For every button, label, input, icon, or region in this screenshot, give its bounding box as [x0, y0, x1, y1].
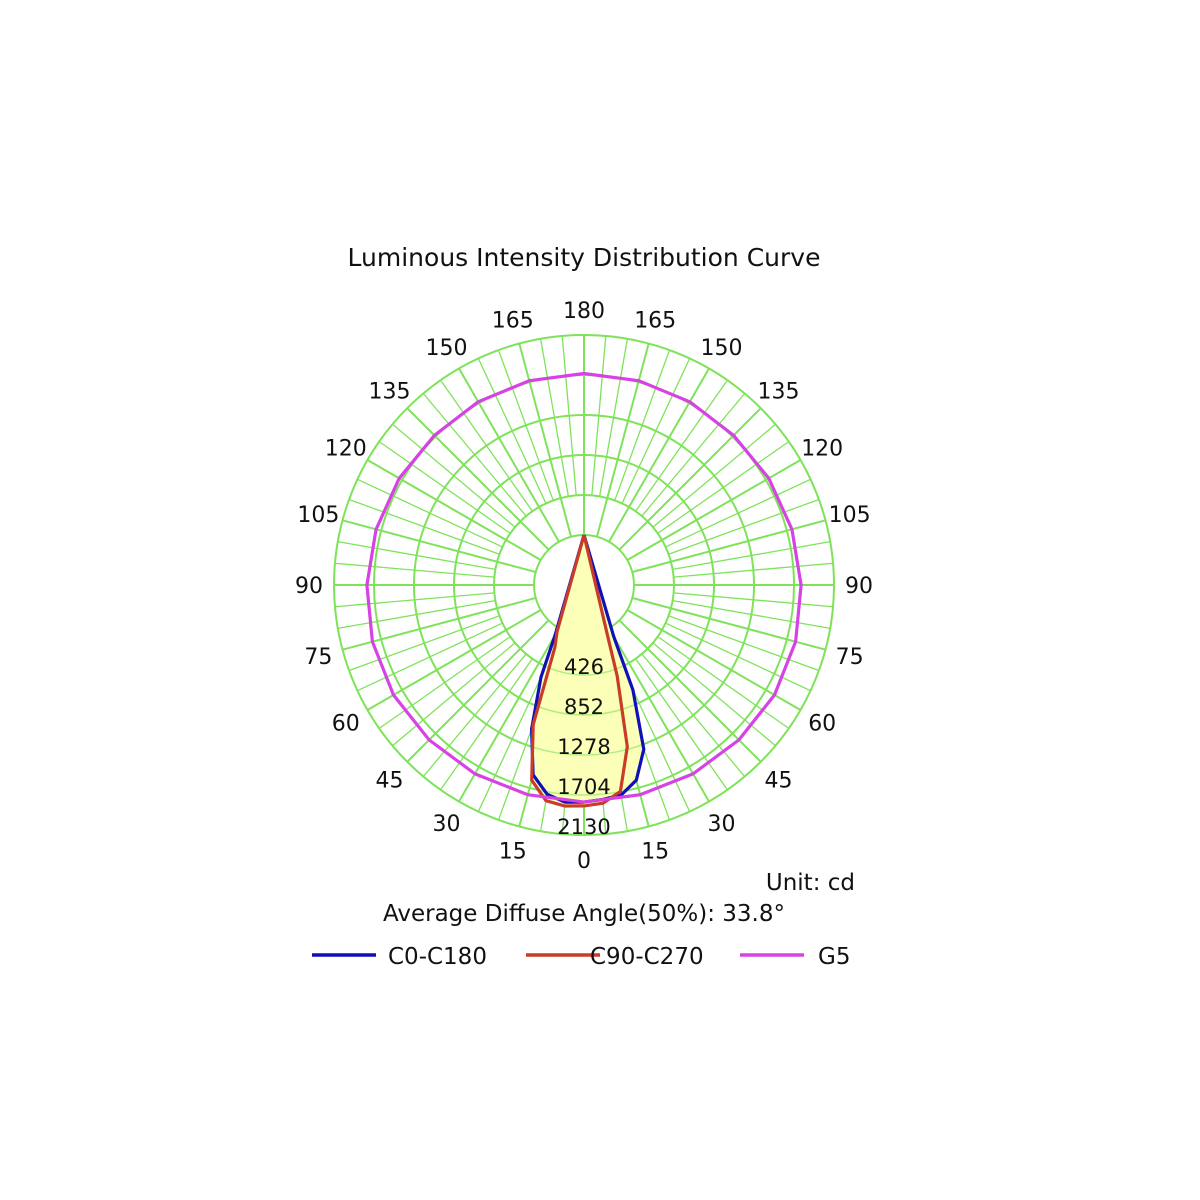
angle-label: 165 [492, 308, 534, 333]
angle-label: 60 [332, 712, 360, 737]
legend-label: C90-C270 [590, 944, 704, 970]
angle-label: 0 [577, 849, 591, 874]
radial-tick-labels: 426 852 1278 1704 2130 [557, 655, 610, 839]
grid-ring [413, 414, 755, 756]
series-line-c90-c270 [530, 534, 629, 808]
average-diffuse-angle-label: Average Diffuse Angle(50%): 33.8° [383, 901, 785, 927]
angle-label: 120 [325, 437, 367, 462]
grid-ring [453, 454, 715, 716]
grid-ring [493, 494, 675, 676]
angle-label: 105 [297, 503, 339, 528]
grid-spoke-major [626, 609, 802, 711]
unit-label: Unit: cd [766, 870, 855, 896]
grid-spoke-major [618, 407, 762, 551]
chart-title: Luminous Intensity Distribution Curve [348, 243, 821, 272]
angle-label: 135 [758, 380, 800, 405]
angle-label: 105 [829, 503, 871, 528]
legend-label: G5 [818, 944, 850, 970]
angle-label: 120 [801, 437, 843, 462]
radial-tick-label: 1704 [557, 775, 610, 799]
angle-label: 30 [708, 812, 736, 837]
radial-tick-label: 1278 [557, 735, 610, 759]
beam-fill [531, 535, 628, 806]
angle-label: 15 [499, 840, 527, 865]
grid-spoke-major [632, 596, 826, 651]
angle-label: 30 [433, 812, 461, 837]
angle-label: 150 [426, 336, 468, 361]
angle-label: 135 [369, 380, 411, 405]
grid-spoke-major [626, 459, 802, 561]
radial-tick-label: 852 [564, 695, 604, 719]
legend: C0-C180 C90-C270 G5 [312, 944, 850, 970]
grid-spoke-major [366, 609, 542, 711]
angle-label: 150 [701, 336, 743, 361]
angle-label: 75 [304, 645, 332, 670]
grid-spoke-major [366, 459, 542, 561]
legend-label: C0-C180 [388, 944, 487, 970]
radial-tick-label: 426 [564, 655, 604, 679]
series-curves [333, 334, 835, 836]
angle-label: 75 [836, 645, 864, 670]
grid-spoke-major [342, 596, 536, 651]
series-line-g5 [365, 371, 803, 804]
grid-spoke-major [406, 619, 550, 763]
grid-spoke-major [518, 343, 573, 537]
grid-ring [333, 334, 835, 836]
angle-label: 15 [641, 840, 669, 865]
angle-label: 45 [765, 769, 793, 794]
angle-label: 165 [634, 308, 676, 333]
angle-label: 180 [563, 299, 605, 324]
grid-spoke-major [618, 619, 762, 763]
legend-item: G5 [740, 944, 850, 970]
grid-spoke-major [458, 367, 560, 543]
grid-spoke-major [406, 407, 550, 551]
grid-spoke-major [595, 343, 650, 537]
legend-item: C90-C270 [526, 944, 704, 970]
angle-labels: 0 15 30 45 60 75 90 105 120 135 150 165 180 15 30 45 60 7… [295, 299, 873, 874]
grid-spoke-major [608, 367, 710, 543]
angle-label: 90 [845, 574, 873, 599]
angle-label: 60 [808, 712, 836, 737]
legend-item: C0-C180 [312, 944, 487, 970]
angle-label: 90 [295, 574, 323, 599]
angle-label: 45 [376, 769, 404, 794]
radial-tick-label: 2130 [557, 815, 610, 839]
